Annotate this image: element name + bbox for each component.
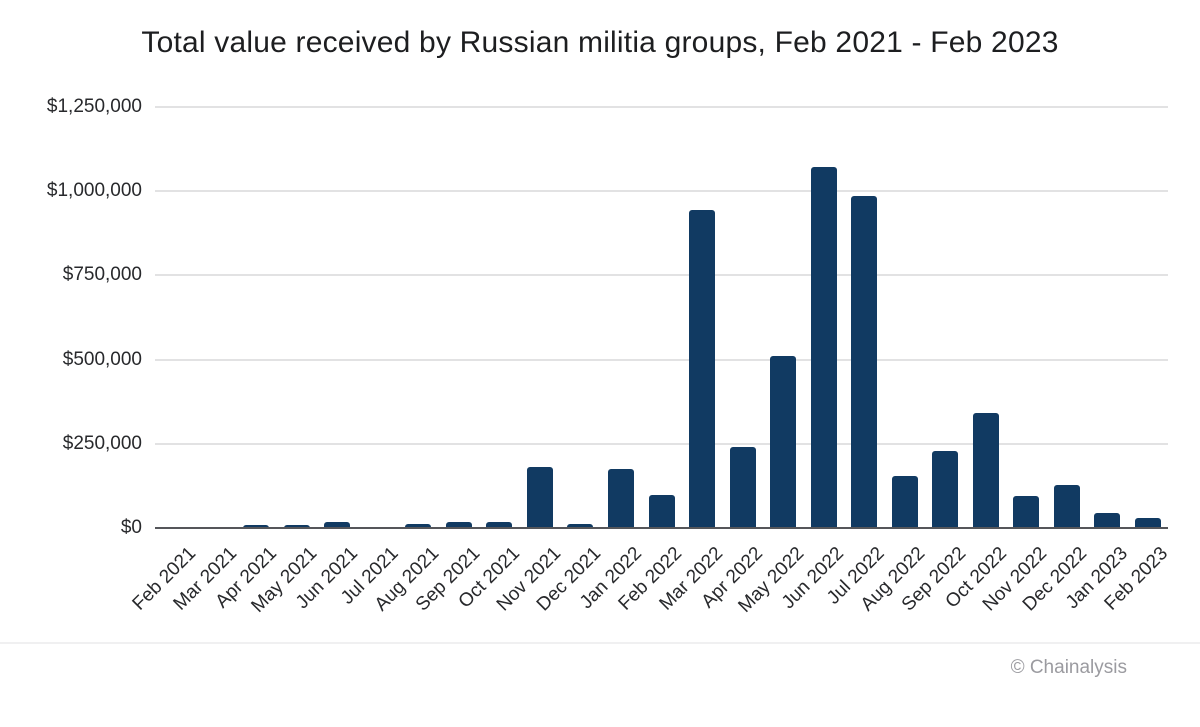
gridline [155,274,1168,277]
bar [972,412,999,528]
gridline [155,190,1168,193]
bar [1094,512,1121,528]
gridline [155,442,1168,445]
bar [283,525,310,528]
bar [607,468,634,528]
bar [405,523,432,528]
bar [1013,496,1040,528]
y-tick-label: $750,000 [62,264,142,286]
y-tick-label: $250,000 [62,432,142,454]
plot-area [155,106,1168,529]
bar [932,450,959,528]
y-tick-label: $0 [120,517,142,538]
chart-title: Total value received by Russian militia … [141,26,1059,59]
footer-divider [0,642,1200,644]
bar [486,522,513,528]
bar [851,196,878,528]
x-axis-line [155,527,1168,529]
bar [648,494,675,528]
gridline [155,358,1168,361]
bar [729,446,756,528]
bar [810,167,837,528]
bar [243,524,270,528]
bar [770,355,797,528]
attribution: © Chainalysis [1010,657,1127,678]
bar [1134,517,1161,528]
bar [324,521,351,528]
y-tick-label: $1,250,000 [46,96,142,117]
y-tick-label: $1,000,000 [46,180,142,202]
bar [445,521,472,528]
bar [567,524,594,528]
bar [891,475,918,528]
bar [1053,484,1080,528]
bar [526,467,553,528]
bar [689,210,716,528]
gridline [155,106,1168,108]
y-tick-label: $500,000 [62,348,142,370]
